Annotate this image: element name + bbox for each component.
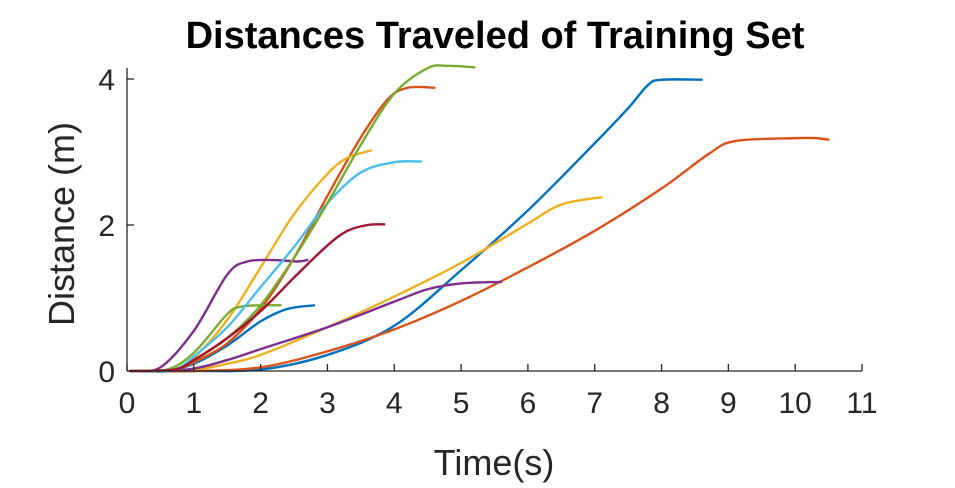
x-tick-label: 8 (653, 387, 670, 420)
series-line-9 (129, 303, 282, 373)
x-axis-label: Time(s) (434, 442, 555, 483)
x-tick-label: 4 (386, 387, 403, 420)
x-ticks: 0 1 2 3 4 5 6 7 8 9 10 11 (119, 364, 878, 420)
x-tick-label: 1 (185, 387, 202, 420)
series-line-2 (129, 136, 830, 373)
x-tick-label: 11 (846, 387, 877, 420)
x-tick-label: 5 (453, 387, 470, 420)
x-tick-label: 9 (720, 387, 737, 420)
y-tick-label: 0 (98, 356, 115, 389)
y-tick-label: 2 (98, 210, 115, 243)
series-line-11 (129, 64, 476, 373)
chart-title: Distances Traveled of Training Set (186, 15, 805, 57)
x-tick-label: 0 (119, 387, 136, 420)
series-line-10 (129, 160, 423, 373)
x-tick-label: 2 (252, 387, 269, 420)
x-tick-label: 6 (520, 387, 537, 420)
y-tick-label: 4 (98, 64, 115, 97)
y-axis-label: Distance (m) (41, 122, 82, 326)
series-line-4 (129, 280, 503, 373)
series-group (129, 64, 830, 373)
series-line-12 (129, 223, 386, 373)
series-line-8 (129, 258, 309, 373)
series-line-3 (129, 196, 603, 373)
x-tick-label: 10 (778, 387, 811, 420)
x-tick-label: 3 (319, 387, 336, 420)
y-ticks: 0 2 4 (98, 64, 134, 389)
x-tick-label: 7 (586, 387, 603, 420)
